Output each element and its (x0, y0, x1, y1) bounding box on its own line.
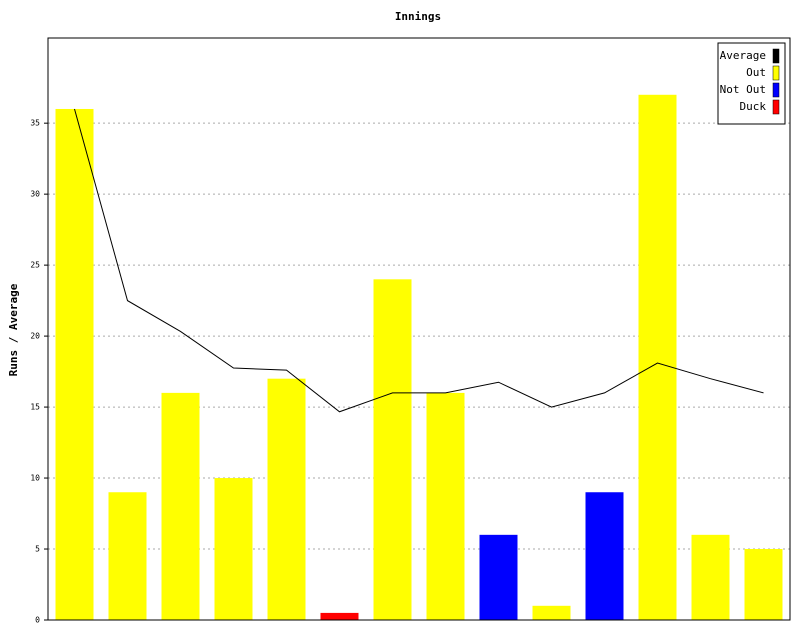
legend-label: Duck (740, 100, 767, 113)
legend-swatch (772, 48, 780, 64)
legend-label: Out (746, 66, 766, 79)
y-tick-label: 10 (30, 474, 40, 483)
bar (320, 612, 359, 620)
bar (479, 534, 518, 620)
legend-swatch (772, 65, 780, 81)
plot-frame (47, 37, 791, 621)
y-tick-label: 30 (30, 190, 40, 199)
y-tick-label: 25 (30, 261, 40, 270)
average-line (74, 108, 764, 413)
bar (532, 605, 571, 620)
bar (691, 534, 730, 620)
bar (55, 108, 94, 620)
y-tick-label: 35 (30, 119, 40, 128)
y-axis-label: Runs / Average (7, 283, 20, 376)
bar (267, 378, 306, 620)
bar (108, 492, 147, 620)
chart-title: Innings (395, 10, 441, 23)
bar (161, 392, 200, 620)
legend-swatch (772, 82, 780, 98)
bar (426, 392, 465, 620)
bar (638, 94, 677, 620)
bar (373, 279, 412, 620)
y-tick-label: 15 (30, 403, 40, 412)
bar (214, 478, 253, 620)
bar (585, 492, 624, 620)
bar (744, 549, 783, 620)
y-tick-label: 0 (35, 616, 40, 625)
legend-label: Not Out (720, 83, 766, 96)
y-tick-label: 20 (30, 332, 40, 341)
legend-label: Average (720, 49, 766, 62)
legend-swatch (772, 99, 780, 115)
y-tick-label: 5 (35, 545, 40, 554)
